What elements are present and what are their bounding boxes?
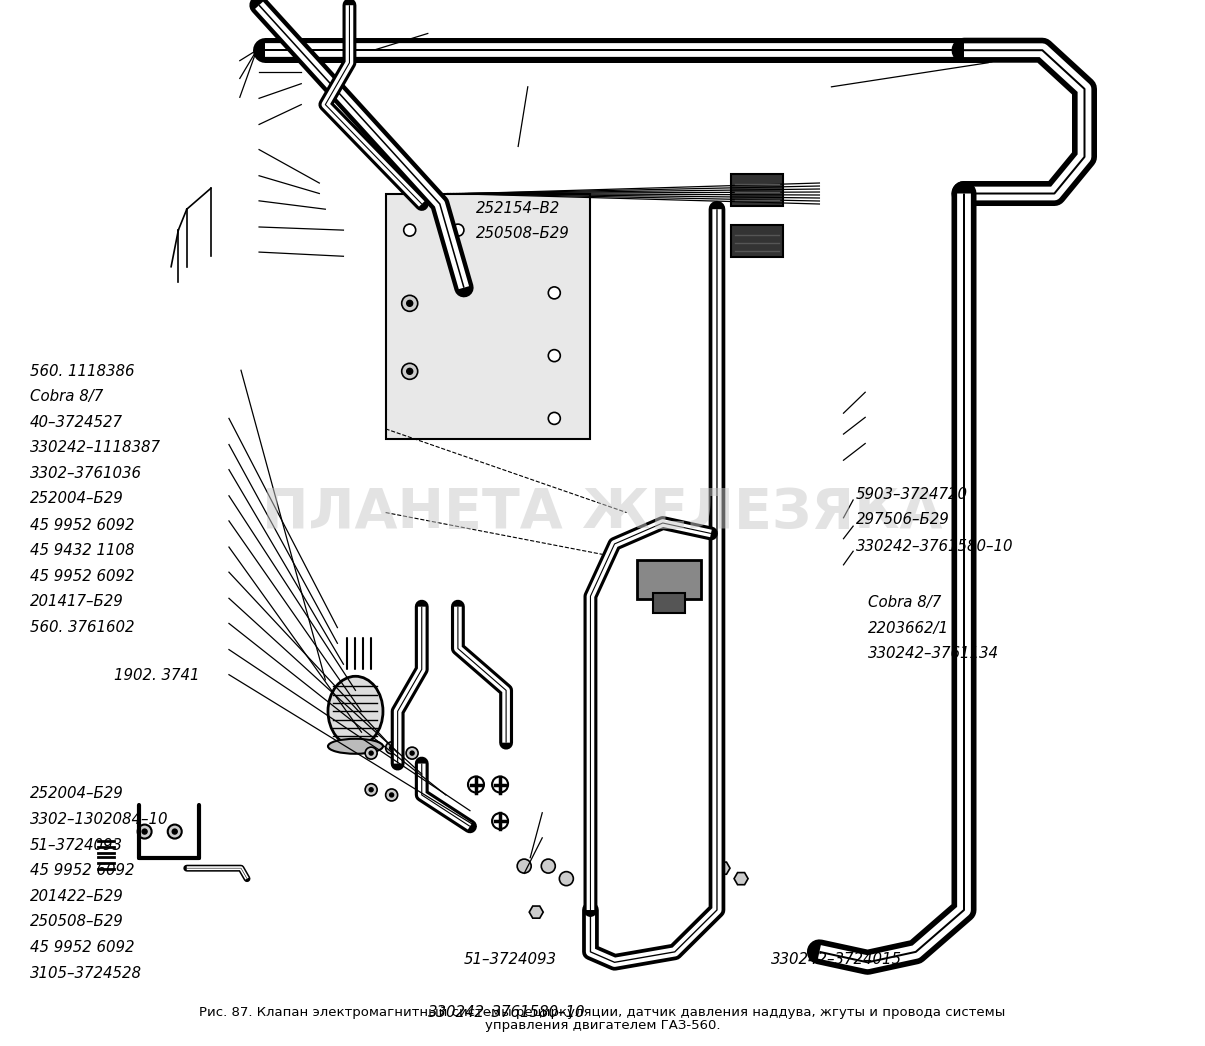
- Circle shape: [452, 224, 464, 236]
- Text: 297506–Б29: 297506–Б29: [856, 513, 950, 527]
- Circle shape: [492, 776, 509, 793]
- Text: 252004–Б29: 252004–Б29: [30, 787, 124, 801]
- Text: 252004–Б29: 252004–Б29: [30, 492, 124, 506]
- Circle shape: [517, 859, 531, 873]
- Text: Рис. 87. Клапан электромагнитный системы рециркуляции, датчик давления наддува, : Рис. 87. Клапан электромагнитный системы…: [199, 1006, 1006, 1019]
- Circle shape: [167, 824, 182, 839]
- Text: 51–3724093: 51–3724093: [30, 838, 123, 852]
- Circle shape: [541, 859, 556, 873]
- Circle shape: [389, 746, 394, 750]
- Text: 330242–3724015: 330242–3724015: [771, 952, 903, 967]
- Circle shape: [401, 363, 418, 380]
- FancyBboxPatch shape: [730, 175, 783, 206]
- Ellipse shape: [328, 677, 383, 746]
- Text: 250508–Б29: 250508–Б29: [30, 914, 124, 929]
- Text: 45 9952 6092: 45 9952 6092: [30, 518, 135, 532]
- Text: 560. 1118386: 560. 1118386: [30, 364, 135, 379]
- Text: 330242–3761580–10: 330242–3761580–10: [856, 539, 1013, 553]
- Circle shape: [468, 776, 484, 793]
- Circle shape: [369, 788, 374, 792]
- Polygon shape: [734, 872, 748, 885]
- Circle shape: [406, 747, 418, 759]
- Text: 40–3724527: 40–3724527: [30, 415, 123, 430]
- Circle shape: [386, 789, 398, 801]
- FancyBboxPatch shape: [386, 194, 590, 439]
- Circle shape: [548, 349, 560, 362]
- Circle shape: [365, 783, 377, 796]
- Text: Cobra 8/7: Cobra 8/7: [30, 389, 104, 404]
- Ellipse shape: [328, 738, 383, 754]
- Circle shape: [401, 295, 418, 312]
- Circle shape: [137, 824, 152, 839]
- Circle shape: [407, 368, 412, 374]
- FancyBboxPatch shape: [653, 593, 684, 613]
- Text: 5903–3724720: 5903–3724720: [856, 487, 968, 502]
- Circle shape: [410, 751, 415, 755]
- Circle shape: [142, 829, 147, 834]
- Text: 252154–В2: 252154–В2: [476, 201, 560, 215]
- Text: 1902. 3741: 1902. 3741: [114, 668, 200, 683]
- Circle shape: [404, 224, 416, 236]
- Polygon shape: [716, 862, 730, 874]
- Text: 330242–1118387: 330242–1118387: [30, 440, 161, 455]
- FancyBboxPatch shape: [636, 561, 701, 599]
- Circle shape: [386, 742, 398, 754]
- Polygon shape: [529, 906, 543, 918]
- FancyBboxPatch shape: [730, 225, 783, 256]
- Text: ПЛАНЕТА ЖЕЛЕЗЯКА: ПЛАНЕТА ЖЕЛЕЗЯКА: [263, 485, 942, 540]
- Circle shape: [389, 793, 394, 797]
- Text: 45 9432 1108: 45 9432 1108: [30, 543, 135, 558]
- Text: 45 9952 6092: 45 9952 6092: [30, 940, 135, 955]
- Text: 3302–3761036: 3302–3761036: [30, 467, 142, 481]
- Circle shape: [548, 412, 560, 425]
- Text: 330242–3761134: 330242–3761134: [868, 646, 999, 661]
- Text: 3302–1302084–10: 3302–1302084–10: [30, 812, 169, 826]
- Circle shape: [172, 829, 177, 834]
- Text: 45 9952 6092: 45 9952 6092: [30, 863, 135, 878]
- Text: 3105–3724528: 3105–3724528: [30, 967, 142, 981]
- Text: 51–3724093: 51–3724093: [464, 952, 557, 967]
- Text: 45 9952 6092: 45 9952 6092: [30, 569, 135, 584]
- Circle shape: [407, 300, 412, 306]
- Text: 330242–3761580–10: 330242–3761580–10: [428, 1005, 586, 1020]
- Circle shape: [365, 747, 377, 759]
- Text: 2203662/1: 2203662/1: [868, 621, 948, 636]
- Text: 560. 3761602: 560. 3761602: [30, 620, 135, 635]
- Text: управления двигателем ГАЗ-560.: управления двигателем ГАЗ-560.: [484, 1019, 721, 1031]
- Circle shape: [559, 871, 574, 886]
- Text: Cobra 8/7: Cobra 8/7: [868, 595, 941, 610]
- Text: 201417–Б29: 201417–Б29: [30, 594, 124, 609]
- Text: 250508–Б29: 250508–Б29: [476, 226, 570, 241]
- Circle shape: [369, 751, 374, 755]
- Circle shape: [492, 813, 509, 829]
- Text: 201422–Б29: 201422–Б29: [30, 889, 124, 904]
- Circle shape: [548, 287, 560, 299]
